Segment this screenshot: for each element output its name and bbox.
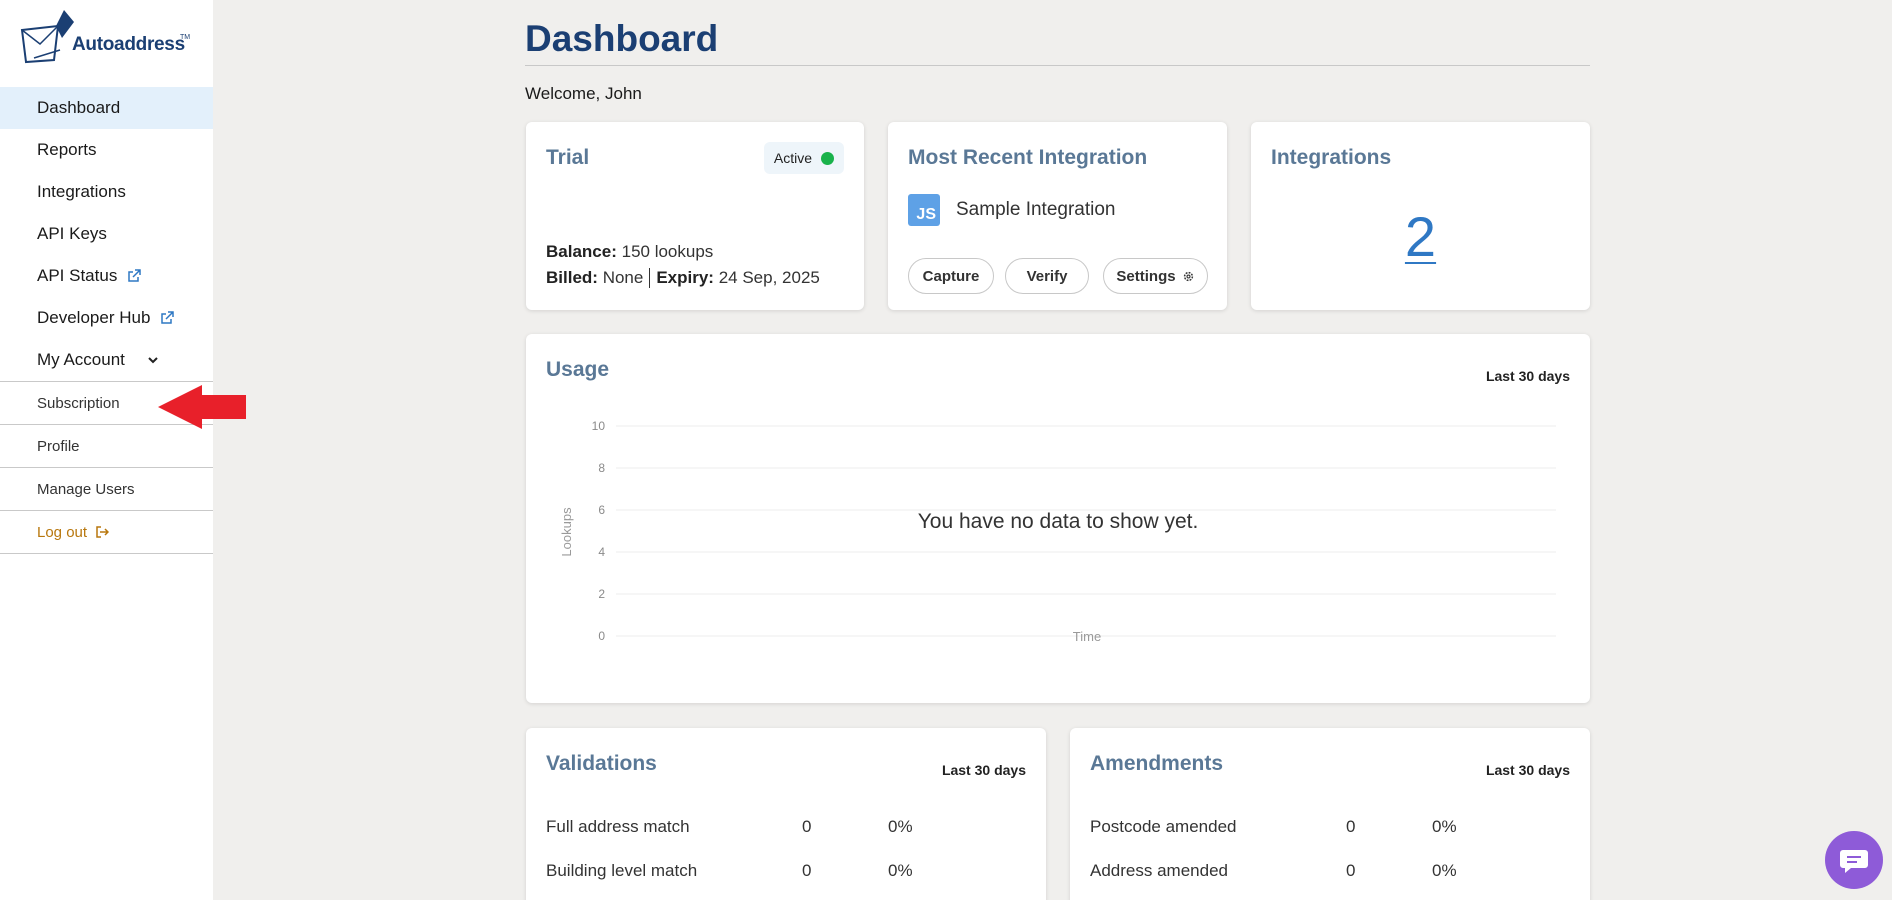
- balance-value: 150 lookups: [621, 242, 714, 261]
- row-percent: 0%: [888, 817, 913, 836]
- row-percent: 0%: [1432, 817, 1457, 836]
- sidebar-item-label: My Account: [37, 350, 125, 369]
- recent-integration-title: Most Recent Integration: [908, 146, 1148, 169]
- integration-name[interactable]: Sample Integration: [956, 199, 1116, 220]
- sidebar-item-developer-hub[interactable]: Developer Hub: [0, 297, 213, 339]
- status-badge: Active: [763, 142, 844, 174]
- sidebar-item-label: API Status: [37, 266, 118, 285]
- billing-line: Billed: None Expiry: 24 Sep, 2025: [546, 268, 820, 288]
- status-text: Active: [773, 150, 812, 166]
- logout-button[interactable]: Log out: [0, 511, 213, 554]
- javascript-icon: JS: [908, 194, 940, 226]
- integrations-title: Integrations: [1271, 146, 1392, 169]
- submenu-item-profile[interactable]: Profile: [0, 425, 213, 468]
- sidebar-item-my-account[interactable]: My Account: [0, 339, 213, 381]
- validations-title: Validations: [546, 752, 657, 775]
- balance-label: Balance:: [546, 242, 617, 261]
- autoaddress-logo[interactable]: Autoaddress TM: [20, 8, 200, 68]
- billed-label: Billed:: [546, 268, 598, 287]
- row-count: 0: [1346, 861, 1356, 880]
- trial-card: Trial Active Balance: 150 lookups Billed…: [526, 122, 864, 310]
- logout-label: Log out: [37, 523, 88, 541]
- validations-range: Last 30 days: [941, 762, 1026, 778]
- red-arrow-annotation-icon: [158, 385, 246, 429]
- sidebar: Autoaddress TM Dashboard Reports Integra…: [0, 0, 213, 900]
- submenu-item-manage-users[interactable]: Manage Users: [0, 468, 213, 511]
- sidebar-nav: Dashboard Reports Integrations API Keys …: [0, 87, 213, 381]
- separator: [649, 268, 651, 288]
- row-label: Full address match: [546, 817, 690, 836]
- submenu-item-label: Manage Users: [37, 480, 135, 498]
- empty-state-message: You have no data to show yet.: [917, 510, 1199, 533]
- row-count: 0: [802, 817, 812, 836]
- validations-card: Validations Last 30 days Full address ma…: [526, 728, 1046, 900]
- expiry-label: Expiry:: [656, 268, 714, 287]
- external-link-icon: [128, 269, 142, 282]
- sidebar-item-label: Developer Hub: [37, 308, 151, 327]
- usage-title: Usage: [546, 358, 610, 381]
- row-percent: 0%: [888, 861, 913, 880]
- y-tick-label: 4: [598, 545, 605, 559]
- logo-mark-icon: [20, 10, 74, 64]
- trial-title: Trial: [546, 146, 590, 169]
- y-tick-label: 10: [592, 419, 606, 433]
- sidebar-item-dashboard[interactable]: Dashboard: [0, 87, 213, 129]
- recent-integration-card: Most Recent Integration JS Sample Integr…: [888, 122, 1227, 310]
- sidebar-item-integrations[interactable]: Integrations: [0, 171, 213, 213]
- chat-bubble-icon: [1840, 850, 1868, 873]
- usage-card: Usage Last 30 days 10 8 6 4 2 0 Lookups …: [526, 334, 1590, 703]
- row-label: Postcode amended: [1090, 817, 1237, 836]
- external-link-icon: [161, 311, 175, 324]
- welcome-message: Welcome, John: [525, 84, 642, 103]
- submenu-item-label: Subscription: [37, 394, 120, 412]
- chevron-down-icon: [148, 357, 158, 364]
- chat-launcher-button[interactable]: [1825, 831, 1883, 889]
- submenu-item-label: Profile: [37, 437, 80, 455]
- sidebar-item-reports[interactable]: Reports: [0, 129, 213, 171]
- amendments-title: Amendments: [1090, 752, 1224, 775]
- row-count: 0: [1346, 817, 1356, 836]
- sidebar-item-label: Reports: [37, 140, 97, 159]
- brand-name: Autoaddress: [72, 34, 185, 55]
- javascript-icon-text: JS: [916, 206, 936, 223]
- usage-range: Last 30 days: [1485, 368, 1570, 384]
- settings-button-label: Settings: [1116, 267, 1176, 285]
- usage-chart: 10 8 6 4 2 0 Lookups Time: [559, 419, 1556, 644]
- y-tick-label: 0: [598, 629, 605, 643]
- sidebar-item-label: Integrations: [37, 182, 126, 201]
- settings-button[interactable]: Settings: [1103, 258, 1208, 294]
- y-tick-label: 2: [598, 587, 605, 601]
- page-title: Dashboard: [525, 18, 719, 59]
- sidebar-item-api-keys[interactable]: API Keys: [0, 213, 213, 255]
- sidebar-item-label: API Keys: [37, 224, 107, 243]
- status-dot-icon: [821, 151, 834, 165]
- logout-icon: [96, 526, 110, 538]
- account-submenu: Subscription Profile Manage Users Log ou…: [0, 381, 213, 554]
- verify-button[interactable]: Verify: [1005, 258, 1089, 294]
- balance-line: Balance: 150 lookups: [546, 242, 713, 262]
- submenu-item-subscription[interactable]: Subscription: [0, 382, 213, 425]
- row-count: 0: [802, 861, 812, 880]
- sidebar-item-label: Dashboard: [37, 98, 121, 117]
- y-tick-label: 8: [598, 461, 605, 475]
- integrations-card: Integrations 2: [1251, 122, 1590, 310]
- y-axis-label: Lookups: [559, 507, 574, 557]
- sidebar-item-api-status[interactable]: API Status: [0, 255, 213, 297]
- billed-value: None: [602, 268, 644, 287]
- row-percent: 0%: [1432, 861, 1457, 880]
- amendments-card: Amendments Last 30 days Postcode amended…: [1070, 728, 1590, 900]
- x-axis-label: Time: [1073, 629, 1101, 644]
- row-label: Building level match: [546, 861, 698, 880]
- y-tick-label: 6: [598, 503, 605, 517]
- row-label: Address amended: [1090, 861, 1228, 880]
- title-divider: [525, 65, 1590, 66]
- capture-button[interactable]: Capture: [908, 258, 994, 294]
- amendments-range: Last 30 days: [1485, 762, 1570, 778]
- expiry-value: 24 Sep, 2025: [718, 268, 820, 287]
- trademark: TM: [180, 34, 191, 41]
- gear-icon: [1183, 271, 1193, 281]
- integrations-count-link[interactable]: 2: [1404, 205, 1437, 268]
